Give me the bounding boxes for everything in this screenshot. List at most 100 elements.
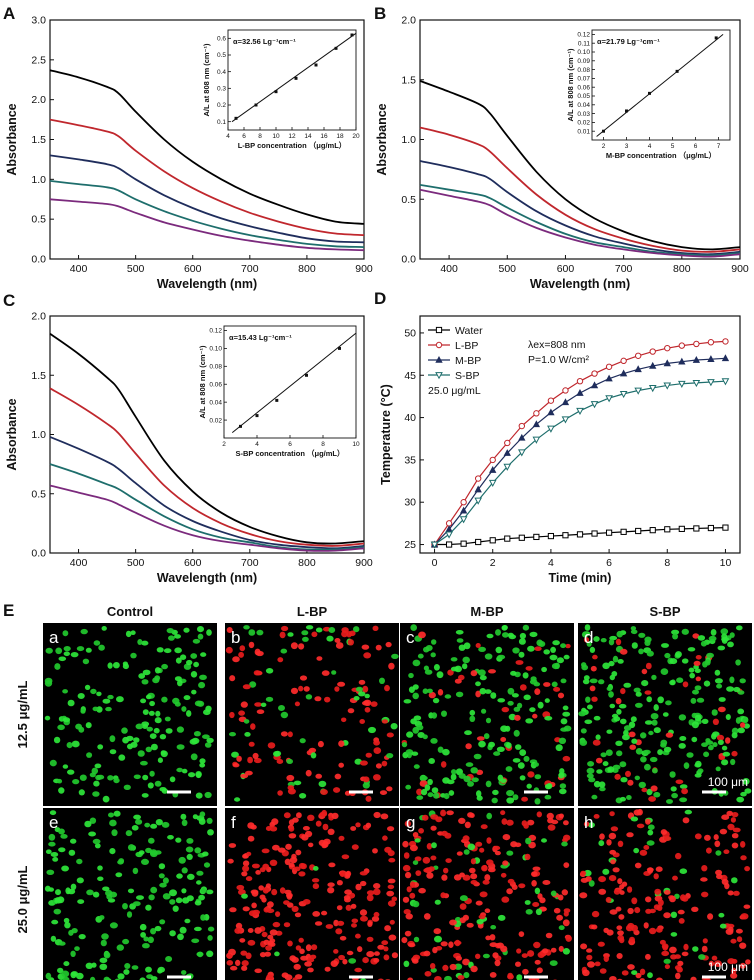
live-cell bbox=[116, 696, 124, 703]
inset-data-point bbox=[274, 90, 278, 94]
dead-cell bbox=[716, 873, 723, 880]
dead-cell bbox=[587, 961, 595, 968]
live-cell bbox=[144, 822, 151, 828]
live-cell bbox=[430, 652, 436, 658]
live-cell bbox=[102, 698, 111, 704]
live-cell bbox=[536, 639, 543, 647]
dead-cell bbox=[277, 657, 284, 663]
live-cell bbox=[506, 797, 515, 804]
dead-cell bbox=[292, 977, 298, 980]
micrograph-letter-d: d bbox=[584, 628, 593, 647]
dead-cell bbox=[267, 742, 276, 749]
dead-cell bbox=[240, 950, 248, 956]
dead-cell bbox=[426, 843, 433, 850]
inset-y-tick-label: 0.5 bbox=[217, 52, 226, 59]
live-cell bbox=[111, 829, 118, 837]
live-cell bbox=[555, 744, 563, 752]
dead-cell bbox=[677, 909, 685, 915]
live-cell bbox=[733, 686, 741, 693]
live-cell bbox=[437, 746, 444, 753]
dead-cell bbox=[454, 678, 462, 684]
dead-cell bbox=[230, 965, 238, 971]
live-cell bbox=[96, 691, 102, 697]
micrograph-letter-b: b bbox=[231, 628, 240, 647]
live-cell bbox=[544, 794, 552, 800]
live-cell bbox=[199, 758, 206, 764]
dead-cell bbox=[337, 681, 346, 687]
dead-cell bbox=[502, 860, 509, 866]
live-cell bbox=[485, 780, 492, 788]
dead-cell bbox=[289, 856, 298, 864]
dead-cell bbox=[290, 687, 299, 695]
dead-cell bbox=[423, 868, 431, 873]
dead-cell bbox=[416, 788, 423, 796]
y-tick-label: 45 bbox=[404, 370, 416, 382]
dead-cell bbox=[665, 732, 674, 738]
x-tick-label: 500 bbox=[127, 263, 145, 275]
dead-cell bbox=[627, 886, 633, 893]
live-cell bbox=[478, 646, 486, 653]
dead-cell bbox=[726, 810, 733, 817]
dead-cell bbox=[558, 945, 564, 952]
live-cell bbox=[183, 695, 191, 701]
live-cell bbox=[302, 636, 309, 642]
live-cell bbox=[273, 751, 280, 757]
live-cell bbox=[174, 634, 181, 639]
dead-cell bbox=[465, 743, 472, 750]
dead-cell bbox=[406, 886, 412, 893]
live-cell bbox=[55, 897, 61, 903]
live-cell bbox=[154, 717, 162, 724]
temp-point-l-bp bbox=[576, 377, 584, 385]
live-cell bbox=[442, 748, 450, 756]
live-cell bbox=[602, 761, 609, 767]
live-cell bbox=[326, 635, 334, 642]
dead-cell bbox=[423, 913, 431, 920]
live-cell bbox=[174, 676, 182, 682]
live-cell bbox=[109, 848, 116, 855]
dead-cell bbox=[346, 950, 354, 956]
dead-cell bbox=[645, 953, 651, 960]
dead-cell bbox=[527, 771, 535, 778]
live-cell bbox=[649, 756, 658, 763]
live-cell bbox=[721, 637, 728, 644]
dead-cell bbox=[714, 840, 721, 848]
live-cell bbox=[691, 721, 700, 729]
micrograph-h: h bbox=[578, 808, 752, 980]
live-cell bbox=[186, 838, 194, 844]
inset-y-tick-label: 0.02 bbox=[209, 417, 222, 424]
temp-point-s-bp bbox=[517, 449, 526, 457]
dead-cell bbox=[456, 851, 463, 856]
live-cell bbox=[559, 783, 567, 789]
temp-point-l-bp bbox=[547, 397, 555, 404]
dead-cell bbox=[718, 755, 726, 761]
dead-cell bbox=[242, 906, 250, 912]
live-cell bbox=[145, 746, 152, 753]
dead-cell bbox=[477, 923, 484, 929]
dead-cell bbox=[695, 655, 702, 660]
row-label: 12.5 μg/mL bbox=[15, 680, 30, 748]
live-cell bbox=[197, 626, 204, 633]
live-cell bbox=[206, 629, 212, 636]
dead-cell bbox=[373, 958, 380, 963]
live-cell bbox=[194, 900, 202, 906]
dead-cell bbox=[617, 930, 624, 936]
dead-cell bbox=[740, 962, 746, 969]
dead-cell bbox=[345, 871, 351, 878]
legend-label-water: Water bbox=[455, 325, 483, 337]
dead-cell bbox=[740, 722, 746, 728]
live-cell bbox=[623, 682, 632, 688]
temp-point-s-bp bbox=[503, 463, 512, 471]
live-cell bbox=[93, 780, 100, 787]
dead-cell bbox=[259, 952, 267, 958]
live-cell bbox=[48, 833, 56, 841]
live-cell bbox=[708, 635, 717, 642]
dead-cell bbox=[712, 718, 720, 725]
live-cell bbox=[653, 791, 661, 798]
dead-cell bbox=[501, 818, 508, 825]
live-cell bbox=[679, 868, 688, 874]
live-cell bbox=[204, 791, 212, 799]
live-cell bbox=[598, 781, 606, 788]
live-cell bbox=[181, 888, 187, 894]
live-cell bbox=[138, 673, 146, 679]
dead-cell bbox=[449, 963, 457, 971]
